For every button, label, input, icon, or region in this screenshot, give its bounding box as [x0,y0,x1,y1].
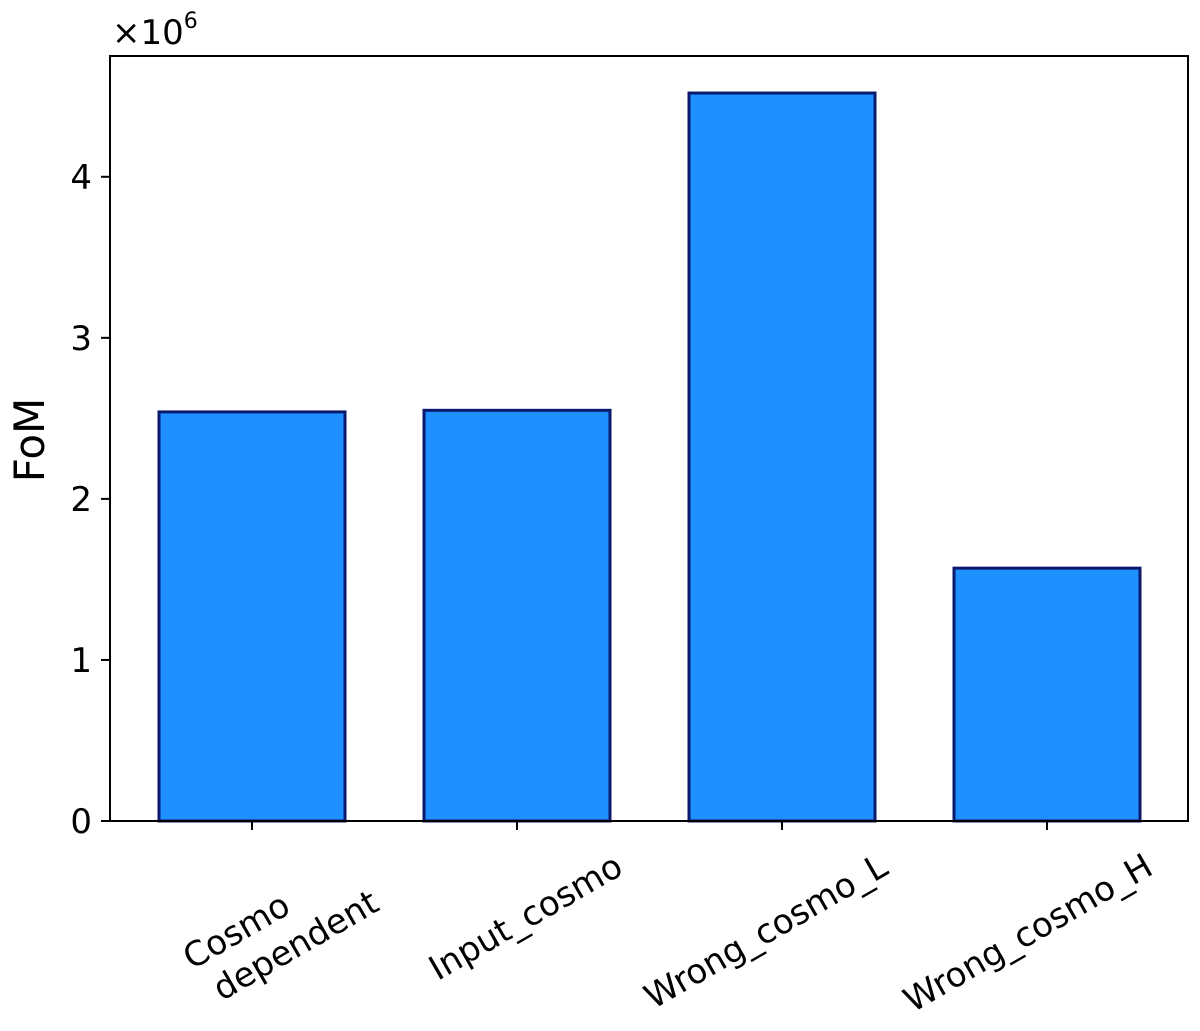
y-axis-label: FoM [5,398,54,483]
bars-group [157,91,1142,823]
x-tick-label-line: Input_cosmo [422,846,629,989]
bar-3 [952,566,1142,823]
bar-2 [687,91,877,823]
y-axis-ticks: 0 1 2 3 4 [70,158,110,842]
scale-multiplier-base: ×10 [112,13,184,53]
x-tick-label-2: Wrong_cosmo_L [638,846,895,1017]
x-tick-label-3: Wrong_cosmo_H [897,846,1159,1021]
y-tick-label-0: 0 [70,802,92,842]
x-tick-label-line: Wrong_cosmo_L [638,846,895,1017]
x-tick-label-0: Cosmodependent [176,846,385,1014]
x-axis-ticks: Cosmodependent Input_cosmo Wrong_cosmo_L Wr… [176,821,1160,1021]
scale-multiplier: ×106 [112,9,198,53]
bar-1 [422,408,612,823]
bar-0 [157,410,347,823]
y-tick-label-3: 3 [70,319,92,359]
plot-frame [109,55,1189,822]
y-tick-label-1: 1 [70,641,92,681]
x-tick-label-line: Wrong_cosmo_H [897,846,1159,1021]
x-tick-label-1: Input_cosmo [422,846,629,989]
scale-multiplier-exponent: 6 [184,9,198,34]
y-tick-label-4: 4 [70,158,92,198]
y-tick-label-2: 2 [70,480,92,520]
